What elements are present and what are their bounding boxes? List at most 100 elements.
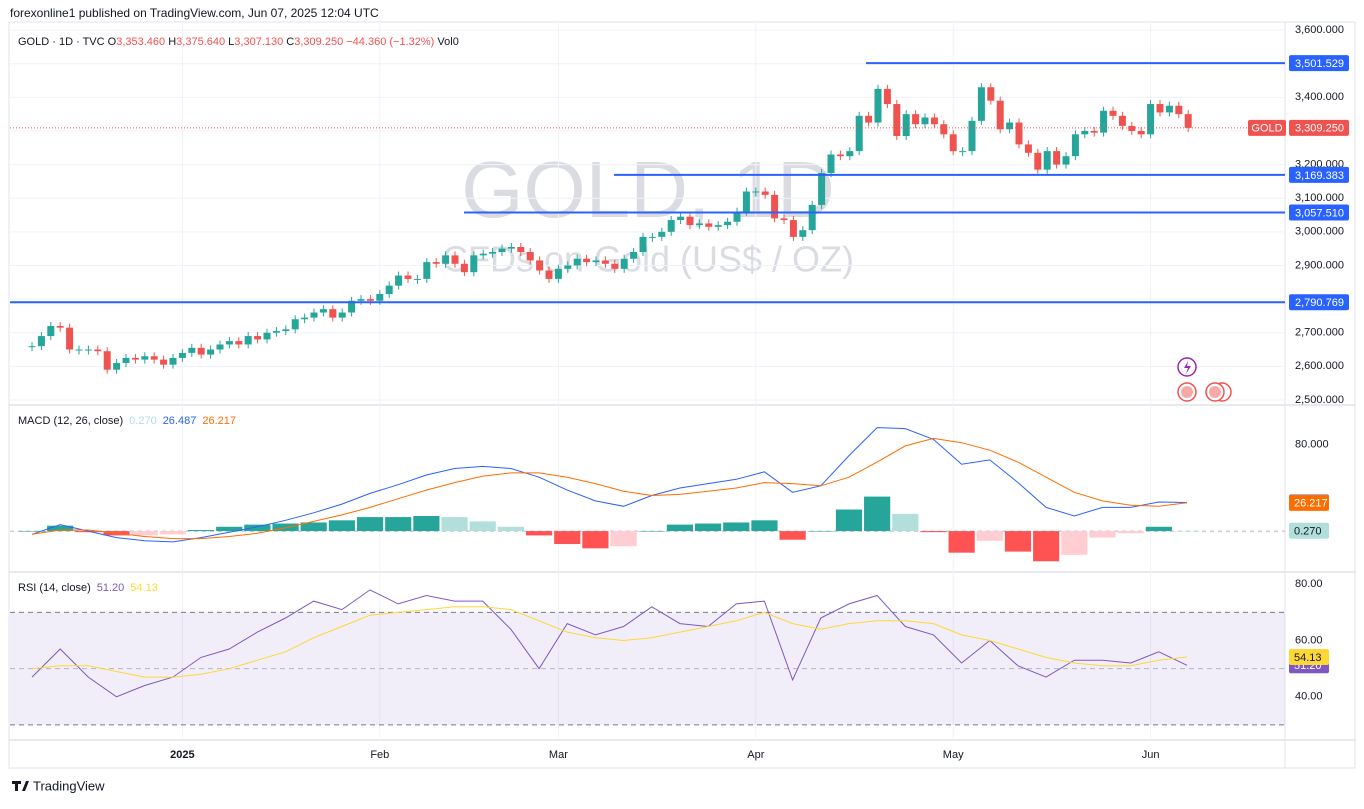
candle (959, 151, 967, 153)
candle (639, 236, 647, 253)
candle (742, 191, 750, 212)
candle (1128, 125, 1136, 131)
legend-value: −44.360 (346, 36, 386, 48)
candle (1043, 151, 1051, 170)
candle (451, 255, 459, 264)
legend-key: L (228, 36, 234, 48)
candle (846, 151, 854, 157)
candle (122, 357, 130, 363)
histogram-bar (1004, 531, 1032, 552)
histogram-bar (582, 531, 609, 549)
y-tick-label: 2,900.000 (1295, 259, 1344, 271)
candle (141, 356, 149, 360)
candle (442, 255, 450, 264)
indicator-line (31, 589, 1188, 698)
candle (310, 312, 318, 318)
candle (489, 252, 497, 254)
histogram-bar (441, 517, 468, 532)
frame (8, 21, 1356, 769)
candle (695, 223, 703, 226)
candle (479, 253, 487, 256)
legend: RSI (14, close) 51.20 54.13 (18, 582, 158, 594)
histogram-bar (216, 526, 243, 532)
histogram-bar (525, 531, 553, 536)
candle (620, 258, 628, 269)
symbol-tag-bg (1248, 119, 1286, 136)
indicator-line (31, 606, 1188, 678)
x-tick-label: May (943, 749, 964, 761)
x-tick-label: Apr (747, 749, 764, 761)
candle (977, 87, 985, 121)
candle (949, 134, 957, 152)
candle (160, 359, 168, 365)
histogram-bar (864, 496, 891, 532)
candle (902, 114, 910, 136)
brand: TradingView (33, 778, 105, 793)
candle (235, 341, 243, 345)
candle (301, 317, 309, 320)
y-tick-label: 2,500.000 (1295, 394, 1344, 406)
candle (1090, 130, 1098, 133)
candle (912, 114, 920, 125)
candle (583, 258, 591, 263)
candle (385, 285, 393, 295)
candle (1006, 122, 1014, 130)
histogram-bar (1033, 531, 1060, 562)
candle (498, 248, 506, 253)
candle (1100, 110, 1108, 133)
price-label: 3,057.510 (1295, 207, 1344, 219)
candle (169, 357, 177, 365)
candle (883, 88, 891, 105)
candle (1175, 105, 1183, 115)
candle (545, 270, 553, 279)
histogram-bar (159, 531, 186, 535)
candle (1053, 151, 1061, 165)
candle (460, 263, 468, 273)
histogram-bar (892, 513, 919, 532)
candle (507, 246, 515, 249)
legend-title: GOLD · 1D · TVC (18, 36, 105, 48)
indicator-line (31, 427, 1188, 543)
y-tick-label: 3,100.000 (1295, 192, 1344, 204)
candle (1062, 156, 1070, 165)
candle (37, 336, 45, 347)
watermark: GOLD, 1D CFDs on Gold (US$ / OZ) (442, 145, 854, 279)
y-tick-label: 2,600.000 (1295, 360, 1344, 372)
indicator-line (31, 437, 1188, 540)
histogram-bar (723, 522, 750, 532)
legend-value: 51.20 (97, 582, 125, 594)
candle (1109, 110, 1117, 116)
legend-value: 3,353.460 (116, 36, 165, 48)
candle (329, 309, 337, 318)
candle (536, 260, 544, 271)
candle (197, 347, 205, 355)
histogram-bar (695, 523, 722, 532)
histogram-bar (413, 516, 440, 532)
legend-value: 3,375.640 (176, 36, 225, 48)
candle (366, 299, 374, 301)
y-tick-label: 2,700.000 (1295, 327, 1344, 339)
y-tick-label: 40.00 (1295, 691, 1323, 703)
candle (780, 218, 788, 221)
candle (630, 252, 638, 259)
candle (113, 362, 121, 370)
candle (968, 120, 976, 152)
candle (131, 357, 139, 360)
candle (357, 299, 365, 301)
candle (789, 220, 797, 237)
candle (658, 231, 666, 237)
histogram-bar (18, 531, 46, 532)
candle (799, 230, 807, 237)
candle (1071, 134, 1079, 157)
candle (75, 349, 83, 351)
candle (207, 349, 215, 355)
watermark-description: CFDs on Gold (US$ / OZ) (442, 239, 854, 280)
legend-value: 26.487 (163, 415, 197, 427)
candle (836, 154, 844, 157)
candle (348, 300, 356, 313)
candle (216, 344, 224, 350)
candle (1118, 115, 1126, 126)
histogram-bar (385, 517, 412, 532)
candle (338, 312, 346, 318)
